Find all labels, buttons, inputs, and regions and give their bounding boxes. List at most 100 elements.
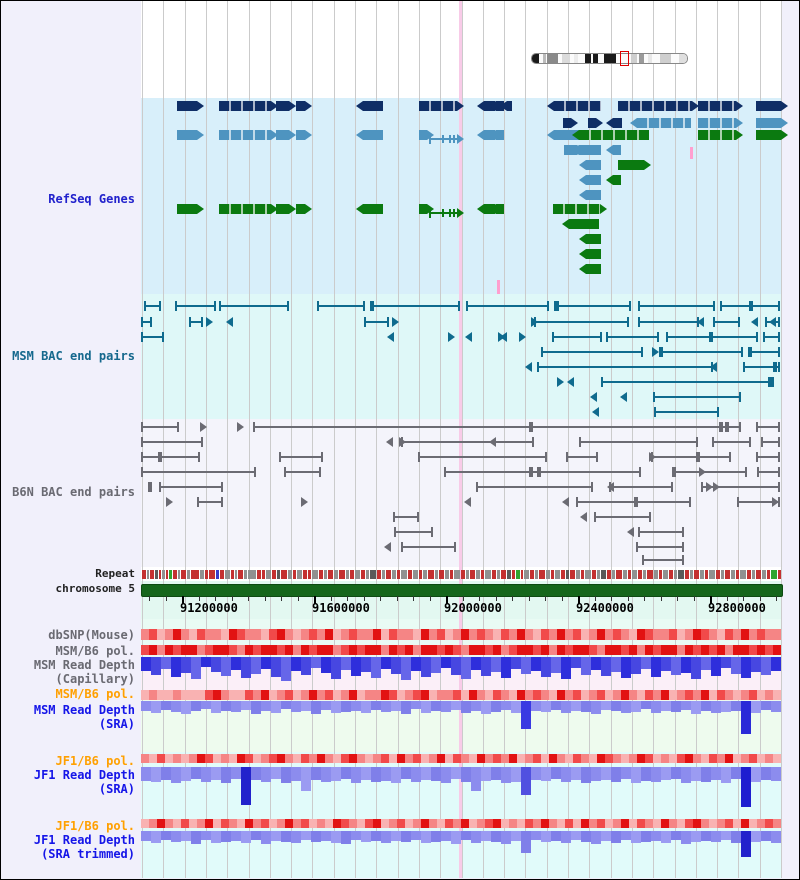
b6n-bac-pair-line[interactable] <box>418 456 547 458</box>
msm-bac-pair-line[interactable] <box>743 366 780 368</box>
gene-glyph[interactable] <box>419 130 427 140</box>
msm-bac-pair-line[interactable] <box>638 305 715 307</box>
gene-glyph[interactable] <box>586 264 601 274</box>
b6n-bac-pair-line[interactable] <box>279 456 323 458</box>
b6n-bac-pair-line[interactable] <box>712 441 751 443</box>
gene-glyph[interactable] <box>276 204 289 214</box>
gene-glyph[interactable] <box>588 118 596 128</box>
b6n-bac-pair-line[interactable] <box>609 486 673 488</box>
gene-glyph[interactable] <box>363 101 383 111</box>
gene-glyph[interactable] <box>756 101 781 111</box>
b6n-bac-pair-line[interactable] <box>394 531 433 533</box>
gene-glyph[interactable] <box>219 130 271 140</box>
gene-glyph[interactable] <box>756 130 781 140</box>
gene-glyph[interactable] <box>637 118 691 128</box>
b6n-bac-pair-line[interactable] <box>737 501 780 503</box>
gene-glyph[interactable] <box>296 204 305 214</box>
gene-glyph[interactable] <box>296 130 305 140</box>
gene-glyph[interactable] <box>564 145 577 155</box>
gene-glyph[interactable] <box>613 118 622 128</box>
gene-glyph[interactable] <box>756 118 781 128</box>
gene-glyph[interactable] <box>569 219 599 229</box>
msm-bac-pair-line[interactable] <box>654 411 719 413</box>
gene-glyph[interactable] <box>296 101 305 111</box>
b6n-bac-pair-line[interactable] <box>253 426 741 428</box>
msm-bac-pair-line[interactable] <box>713 321 740 323</box>
gene-glyph[interactable] <box>586 190 601 200</box>
gene-glyph[interactable] <box>698 118 736 128</box>
b6n-bac-pair-line[interactable] <box>141 456 200 458</box>
b6n-bac-pair-line[interactable] <box>576 501 691 503</box>
b6n-bac-pair-line[interactable] <box>141 471 256 473</box>
msm-bac-pair-line[interactable] <box>219 305 289 307</box>
msm-bac-pair-line[interactable] <box>606 336 659 338</box>
gene-glyph[interactable] <box>177 130 197 140</box>
gene-glyph[interactable] <box>554 130 579 140</box>
gene-glyph[interactable] <box>419 101 457 111</box>
b6n-bac-pair-line[interactable] <box>761 441 780 443</box>
msm-bac-pair-line[interactable] <box>638 321 699 323</box>
gene-glyph[interactable] <box>419 204 427 214</box>
b6n-bac-pair-line[interactable] <box>673 471 747 473</box>
gene-glyph[interactable] <box>563 118 571 128</box>
gene-glyph[interactable] <box>613 145 621 155</box>
gene-glyph[interactable] <box>496 204 504 214</box>
gene-glyph[interactable] <box>276 101 289 111</box>
gene-glyph[interactable] <box>586 249 601 259</box>
msm-bac-pair-line[interactable] <box>552 336 602 338</box>
msm-bac-pair-line[interactable] <box>537 366 713 368</box>
gene-glyph[interactable] <box>586 234 601 244</box>
gene-glyph[interactable] <box>698 130 736 140</box>
msm-bac-pair-line[interactable] <box>466 305 549 307</box>
gene-glyph[interactable] <box>579 130 649 140</box>
b6n-bac-pair-line[interactable] <box>401 546 456 548</box>
gene-glyph[interactable] <box>177 204 197 214</box>
b6n-bac-pair-line[interactable] <box>393 516 419 518</box>
gene-glyph[interactable] <box>496 130 504 140</box>
gene-glyph[interactable] <box>363 204 383 214</box>
b6n-bac-pair-line[interactable] <box>594 516 651 518</box>
gene-glyph[interactable] <box>554 101 601 111</box>
gene-glyph[interactable] <box>698 101 736 111</box>
msm-bac-pair-line[interactable] <box>554 305 631 307</box>
gene-glyph[interactable] <box>553 204 600 214</box>
b6n-bac-pair-line[interactable] <box>284 471 321 473</box>
b6n-bac-pair-line[interactable] <box>756 456 780 458</box>
msm-bac-pair-line[interactable] <box>541 351 643 353</box>
msm-bac-pair-line[interactable] <box>601 381 770 383</box>
gene-glyph[interactable] <box>618 101 692 111</box>
msm-bac-pair-line[interactable] <box>189 321 203 323</box>
b6n-bac-pair-line[interactable] <box>401 441 534 443</box>
b6n-bac-pair-line[interactable] <box>159 486 223 488</box>
msm-bac-pair-line[interactable] <box>175 305 216 307</box>
gene-glyph[interactable] <box>276 130 289 140</box>
msm-bac-pair-line[interactable] <box>534 321 629 323</box>
b6n-bac-pair-line[interactable] <box>141 441 203 443</box>
gene-glyph[interactable] <box>586 160 601 170</box>
gene-glyph[interactable] <box>507 101 512 111</box>
msm-bac-pair-line[interactable] <box>748 351 780 353</box>
gene-glyph[interactable] <box>363 130 383 140</box>
msm-bac-pair-line[interactable] <box>317 305 365 307</box>
b6n-bac-pair-line[interactable] <box>642 559 684 561</box>
msm-bac-pair-line[interactable] <box>370 305 460 307</box>
gene-glyph[interactable] <box>613 175 621 185</box>
gene-glyph[interactable] <box>618 160 644 170</box>
chromosome-5-bar[interactable] <box>141 584 783 597</box>
b6n-bac-pair-line[interactable] <box>701 486 780 488</box>
msm-bac-pair-line[interactable] <box>144 305 161 307</box>
gene-glyph[interactable] <box>579 145 601 155</box>
b6n-bac-pair-line[interactable] <box>566 456 598 458</box>
b6n-bac-pair-line[interactable] <box>638 531 684 533</box>
msm-bac-pair-line[interactable] <box>141 336 164 338</box>
gene-glyph[interactable] <box>219 101 271 111</box>
b6n-bac-pair-line[interactable] <box>756 426 780 428</box>
gene-glyph[interactable] <box>586 175 601 185</box>
b6n-bac-pair-line[interactable] <box>636 546 684 548</box>
gene-glyph[interactable] <box>177 101 197 111</box>
b6n-bac-pair-line[interactable] <box>651 456 731 458</box>
b6n-bac-pair-line[interactable] <box>197 501 223 503</box>
b6n-bac-pair-line[interactable] <box>444 471 641 473</box>
msm-bac-pair-line[interactable] <box>653 396 741 398</box>
